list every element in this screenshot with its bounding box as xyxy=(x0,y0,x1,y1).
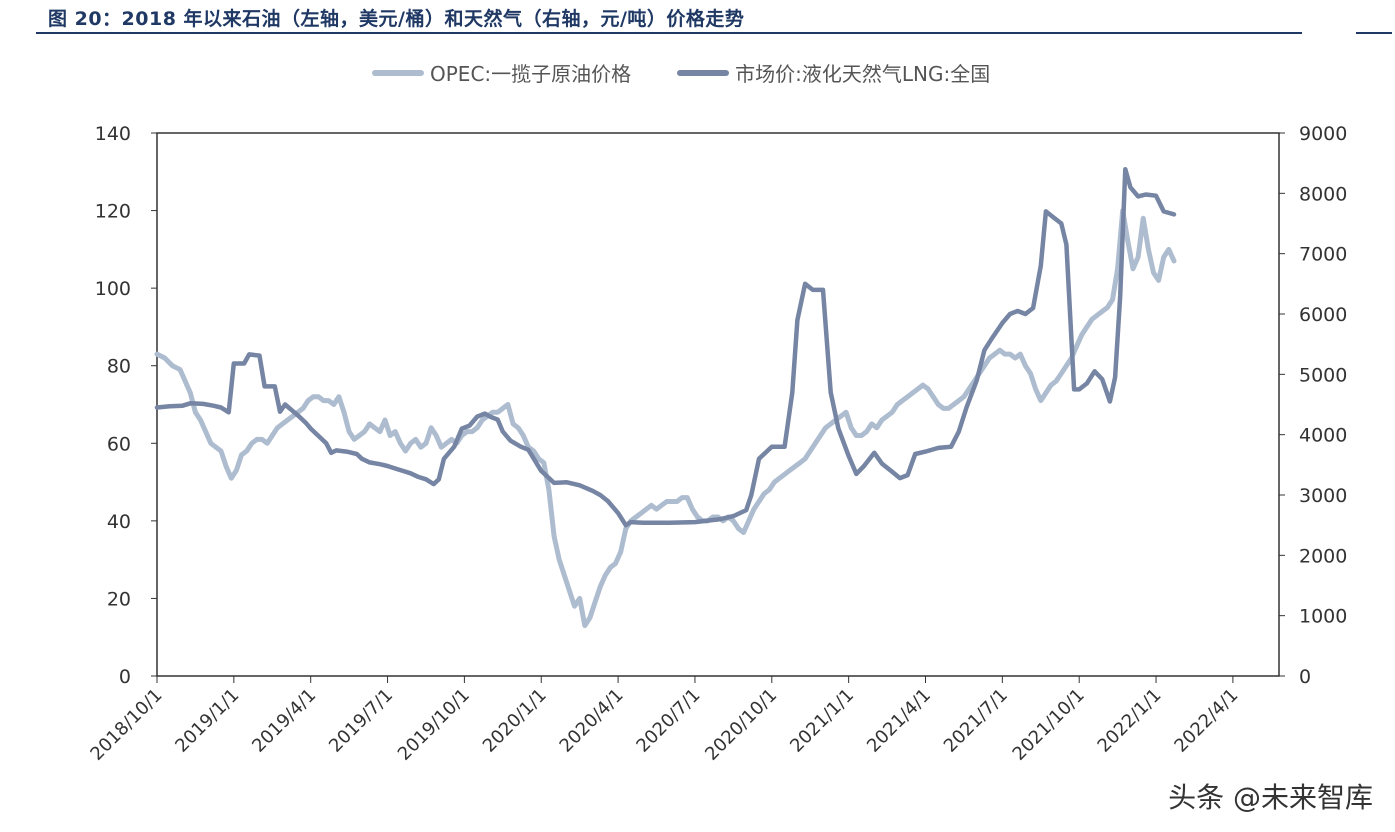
plot-frame xyxy=(156,132,1280,677)
y-right-tick-label-2: 2000 xyxy=(1299,545,1347,567)
x-tick-label-3: 2019/7/1 xyxy=(325,685,397,757)
y-right-tick-label-1: 1000 xyxy=(1299,606,1347,628)
y-left-tick-label-2: 40 xyxy=(107,511,131,533)
x-tick-label-6: 2020/4/1 xyxy=(556,685,628,757)
series-line-1 xyxy=(154,166,1177,528)
x-tick-label-9: 2021/1/1 xyxy=(786,685,858,757)
chart-legend: OPEC:一揽子原油价格 市场价:液化天然气LNG:全国 xyxy=(372,58,1036,87)
y-left-tick-label-0: 0 xyxy=(119,666,131,688)
x-tick-label-14: 2022/4/1 xyxy=(1170,685,1242,757)
legend-swatch-oil xyxy=(372,69,424,76)
y-right-tick-label-9: 9000 xyxy=(1299,123,1347,145)
legend-item-oil: OPEC:一揽子原油价格 xyxy=(372,58,631,87)
y-left-tick-label-3: 60 xyxy=(107,433,131,455)
x-tick-label-1: 2019/1/1 xyxy=(171,685,243,757)
legend-swatch-lng xyxy=(677,69,730,76)
y-right-tick-label-3: 3000 xyxy=(1299,485,1347,507)
legend-label-oil: OPEC:一揽子原油价格 xyxy=(430,62,632,86)
x-tick-label-12: 2021/10/1 xyxy=(1009,685,1089,765)
y-right-tick-label-8: 8000 xyxy=(1299,183,1347,205)
legend-label-lng: 市场价:液化天然气LNG:全国 xyxy=(735,62,991,86)
legend-item-lng: 市场价:液化天然气LNG:全国 xyxy=(677,58,990,87)
title-divider-left xyxy=(36,32,1302,34)
y-left-tick-label-4: 80 xyxy=(107,356,131,378)
x-tick-label-2: 2019/4/1 xyxy=(248,685,320,757)
series-line-0 xyxy=(154,208,1177,629)
y-left-tick-label-1: 20 xyxy=(107,588,131,610)
y-left-tick-label-7: 140 xyxy=(95,123,131,145)
y-left-tick-label-6: 120 xyxy=(95,201,131,223)
figure-title: 图 20：2018 年以来石油（左轴，美元/桶）和天然气（右轴，元/吨）价格走势 xyxy=(48,8,745,30)
x-tick-label-11: 2021/7/1 xyxy=(940,685,1012,757)
x-tick-label-4: 2019/10/1 xyxy=(394,685,474,765)
x-tick-label-10: 2021/4/1 xyxy=(863,685,935,757)
x-tick-label-5: 2020/1/1 xyxy=(479,685,551,757)
y-right-tick-label-0: 0 xyxy=(1299,666,1311,688)
x-tick-label-0: 2018/10/1 xyxy=(86,685,166,765)
x-tick-label-8: 2020/10/1 xyxy=(701,685,781,765)
x-tick-label-7: 2020/7/1 xyxy=(632,685,704,757)
y-right-tick-label-5: 5000 xyxy=(1299,364,1347,386)
title-divider-right xyxy=(1356,32,1392,34)
x-tick-label-13: 2022/1/1 xyxy=(1094,685,1166,757)
y-right-tick-label-4: 4000 xyxy=(1299,425,1347,447)
watermark: 头条 @未来智库 xyxy=(1168,781,1373,814)
y-right-tick-label-7: 7000 xyxy=(1299,244,1347,266)
y-left-tick-label-5: 100 xyxy=(95,278,131,300)
y-right-tick-label-6: 6000 xyxy=(1299,304,1347,326)
